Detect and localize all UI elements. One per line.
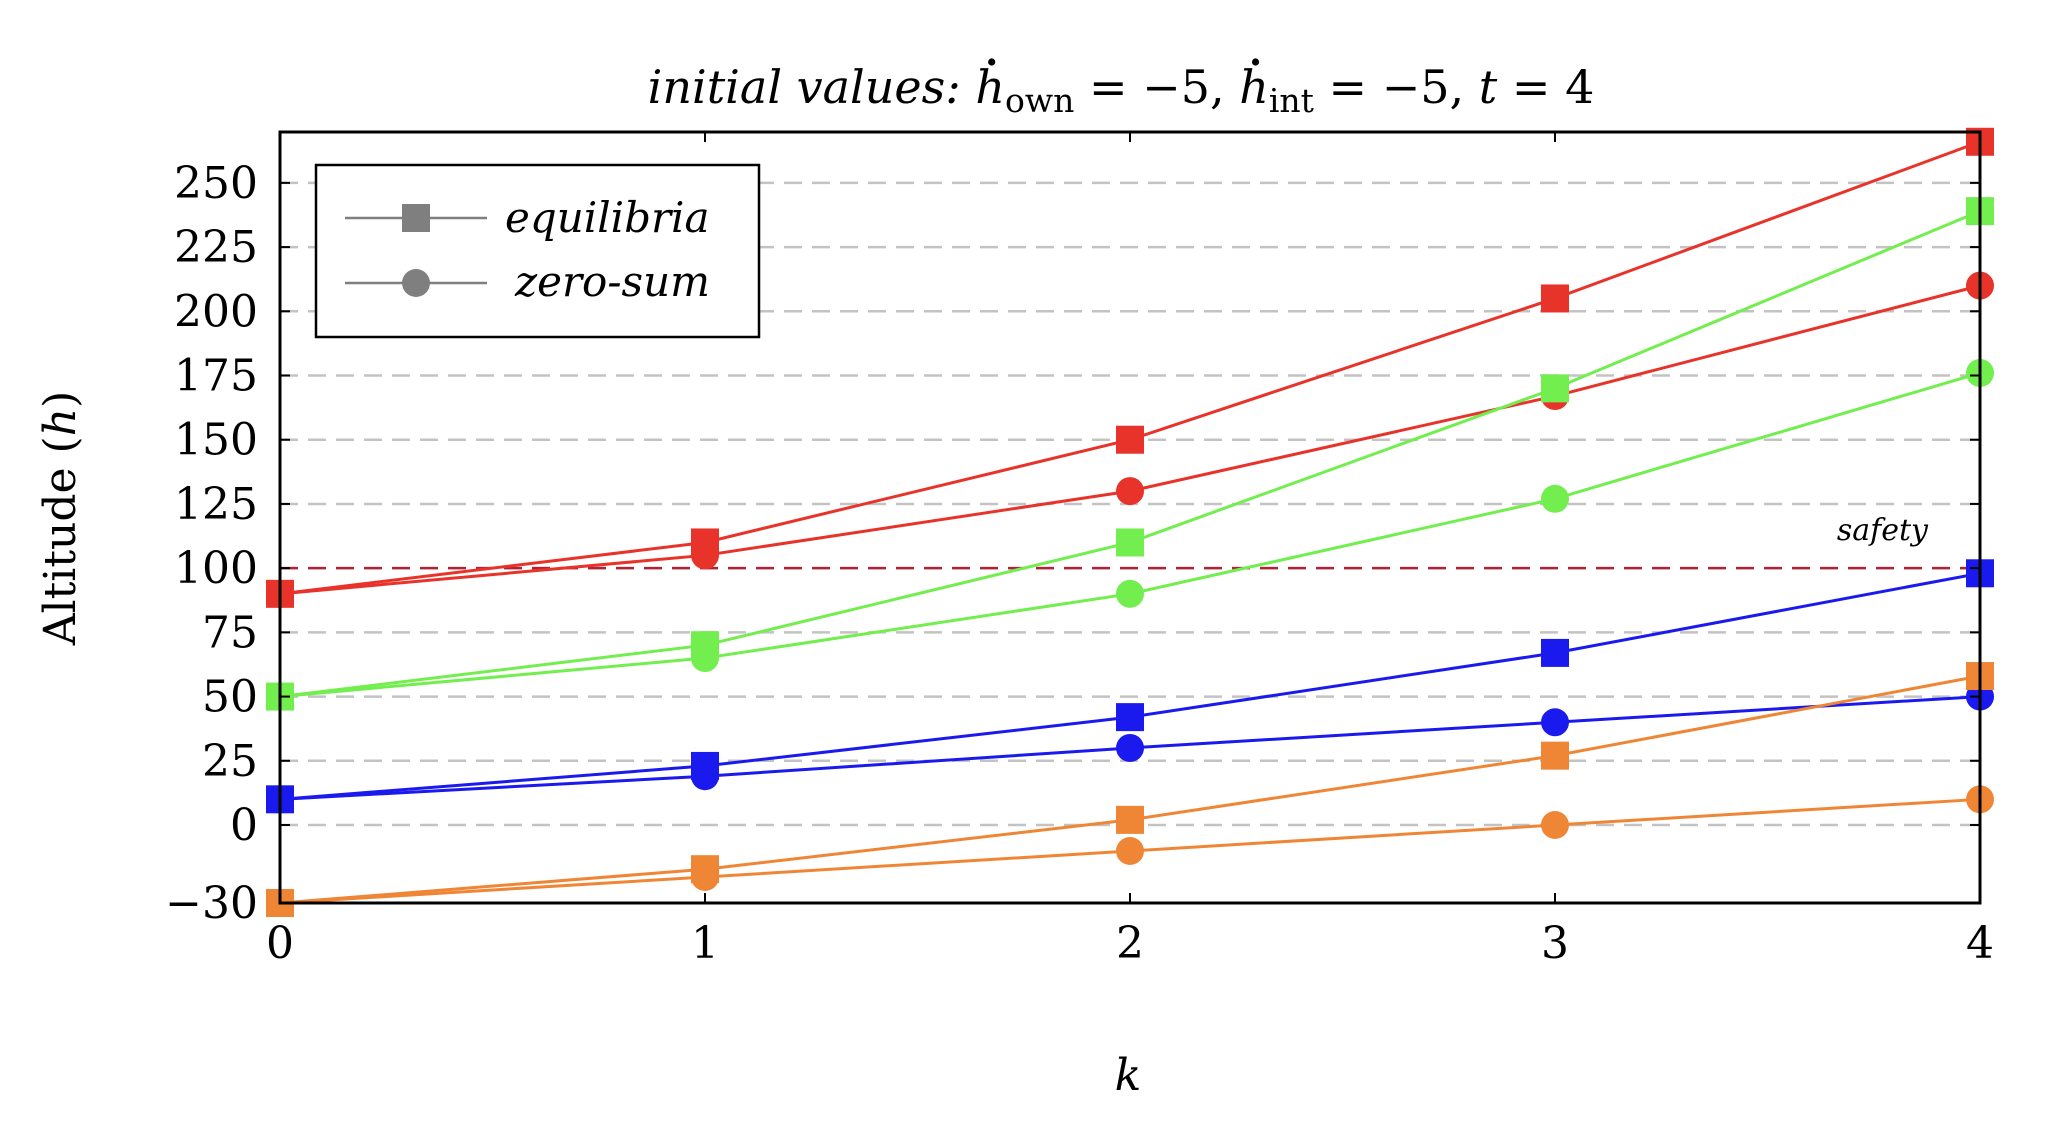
data-point-circle	[691, 762, 719, 791]
data-point-square	[1116, 703, 1144, 732]
legend-label-equilibria: equilibria	[505, 193, 710, 242]
x-tick-label: 1	[691, 918, 719, 969]
data-point-circle	[691, 863, 719, 891]
y-tick-label: 100	[174, 543, 258, 594]
x-tick-label: 2	[1116, 918, 1144, 969]
title-dot-own	[988, 58, 996, 66]
title-var-own: h	[975, 60, 1005, 114]
data-point-square	[1541, 638, 1569, 667]
data-point-circle	[1116, 579, 1144, 608]
title-eq-t: = 4	[1497, 60, 1594, 114]
y-tick-label: 200	[174, 286, 258, 337]
y-tick-label: 25	[202, 736, 258, 787]
data-point-square	[1541, 741, 1569, 770]
series-5-circle	[266, 682, 1994, 814]
title-eq-own: = −5,	[1074, 60, 1239, 114]
chart-title: initial values: hown = −5, hint = −5, t …	[648, 60, 1595, 120]
data-point-circle	[1116, 733, 1144, 762]
data-point-circle	[1116, 837, 1144, 865]
title-var-t: t	[1479, 60, 1498, 114]
data-point-square	[1116, 805, 1144, 834]
data-point-circle	[691, 541, 719, 570]
x-axis-label: k	[1115, 1050, 1142, 1101]
title-eq-int: = −5,	[1314, 60, 1479, 114]
y-tick-label: 75	[202, 607, 258, 658]
title-var-int: h	[1239, 60, 1269, 114]
legend-square-marker	[402, 204, 430, 232]
y-tick-label: 225	[174, 222, 258, 273]
y-tick-label: 150	[174, 415, 258, 466]
series-6-square	[266, 662, 1994, 917]
title-prefix: initial values:	[648, 60, 976, 114]
series-layer	[266, 127, 1994, 917]
y-axis-label-var: h	[35, 408, 86, 436]
legend-box	[314, 163, 761, 339]
legend-label-zero-sum: zero-sum	[514, 257, 710, 306]
title-sub-own: own	[1005, 81, 1074, 120]
data-point-circle	[691, 644, 719, 673]
data-point-circle	[1541, 708, 1569, 737]
y-tick-label: 250	[174, 158, 258, 209]
y-axis-label: Altitude (h)	[35, 391, 86, 647]
y-tick-label: 175	[174, 351, 258, 402]
x-tick-label: 3	[1541, 918, 1569, 969]
title-dot-int	[1251, 58, 1260, 66]
y-tick-label: 0	[230, 800, 258, 851]
series-1-circle	[266, 271, 1994, 608]
legend-circle-marker	[402, 269, 430, 297]
legend: equilibria zero-sum	[314, 163, 761, 339]
x-tick-label: 4	[1966, 918, 1994, 969]
y-tick-label: 50	[202, 672, 258, 723]
y-axis-label-text: Altitude (	[35, 436, 86, 646]
data-point-square	[1116, 528, 1144, 557]
title-sub-int: int	[1269, 81, 1314, 120]
data-point-circle	[1116, 477, 1144, 506]
data-point-square	[1541, 374, 1569, 403]
y-axis-label-close: )	[35, 391, 86, 408]
data-point-circle	[1541, 484, 1569, 513]
data-point-circle	[1541, 811, 1569, 839]
safety-label: safety	[1837, 513, 1929, 548]
data-point-square	[1541, 284, 1569, 313]
x-tick-label: 0	[266, 918, 294, 969]
y-tick-label: 125	[174, 479, 258, 530]
y-tick-label: −30	[165, 878, 258, 929]
data-point-square	[1116, 425, 1144, 454]
